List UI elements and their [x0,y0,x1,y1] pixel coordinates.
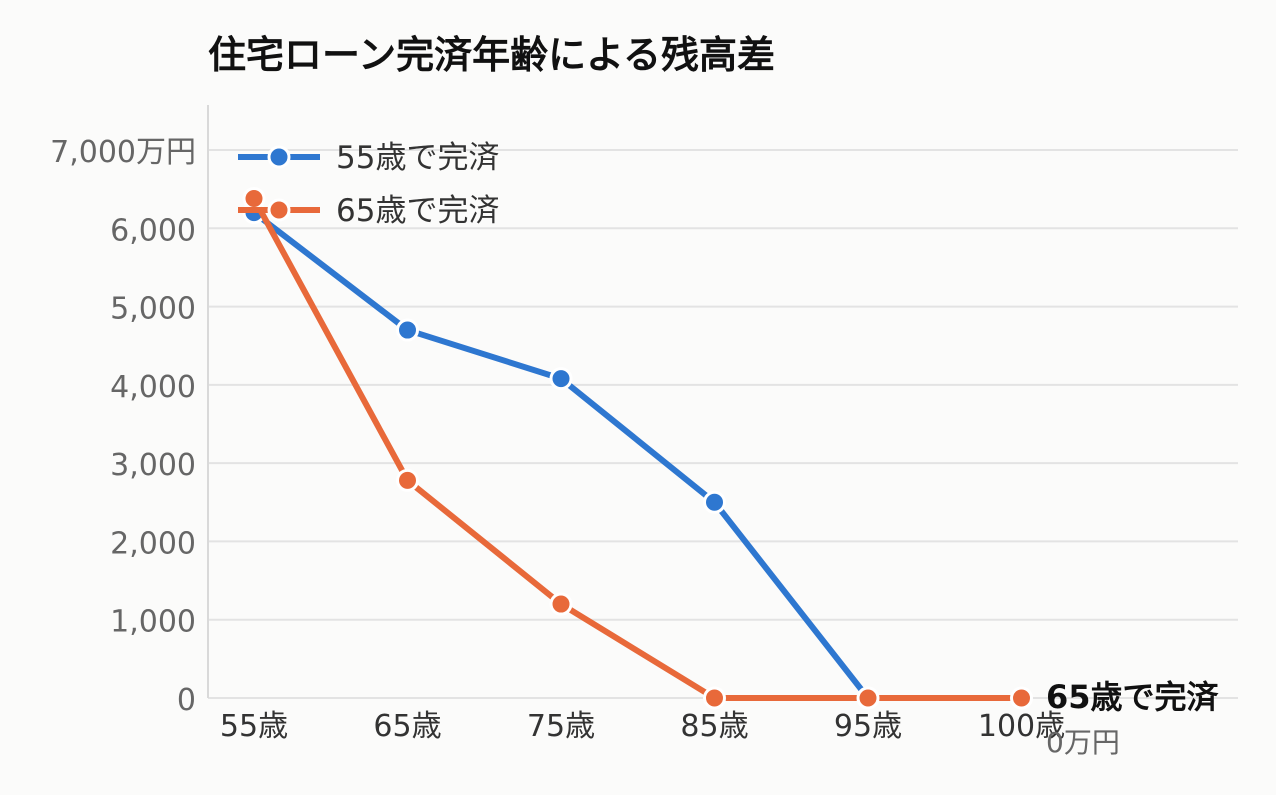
series-1-line [252,210,871,700]
series-2-point [396,468,419,492]
y-tick-label: 2,000 [110,526,196,561]
series-2 [242,187,1033,710]
x-axis-ticks: 55歳 65歳 75歳 85歳 95歳 100歳 [220,709,1065,744]
series-1-point [703,490,726,514]
series-layer [242,187,1033,710]
legend: 55歳で完済 65歳で完済 [238,140,499,229]
series-2-point [1010,686,1033,710]
series-2-line [251,197,1022,701]
series-2-point [549,592,573,616]
y-tick-label: 6,000 [110,213,196,248]
x-tick-label: 85歳 [680,709,748,744]
series-2-point [856,686,880,710]
x-tick-label: 55歳 [220,709,288,744]
y-axis-ticks: 0 1,000 2,000 3,000 4,000 5,000 6,000 7,000万円 [50,135,196,718]
y-tick-label: 4,000 [110,370,196,405]
end-annotation: 65歳で完済 0万円 [1046,678,1220,759]
gridlines [208,149,1238,699]
series-2-point [242,187,266,211]
series-1-point [549,367,573,391]
legend-swatch-marker [267,198,291,222]
x-tick-label: 75歳 [527,709,595,744]
y-tick-label: 7,000万円 [50,135,196,170]
series-2-point [703,686,726,710]
legend-swatch-marker [267,145,291,169]
series-1 [242,201,880,710]
y-tick-label: 5,000 [110,292,196,327]
chart-title: 住宅ローン完済年齢による残高差 [208,33,775,77]
y-tick-label: 0 [177,683,196,718]
end-annotation-series: 65歳で完済 [1046,678,1220,716]
legend-label: 65歳で完済 [336,193,499,229]
x-tick-label: 100歳 [978,709,1065,744]
x-tick-label: 65歳 [373,709,441,744]
series-1-point [396,318,419,342]
x-tick-label: 95歳 [834,709,902,744]
end-annotation-value: 0万円 [1046,726,1120,759]
y-tick-label: 1,000 [110,605,196,640]
y-tick-label: 3,000 [110,448,196,483]
legend-label: 55歳で完済 [336,140,499,176]
